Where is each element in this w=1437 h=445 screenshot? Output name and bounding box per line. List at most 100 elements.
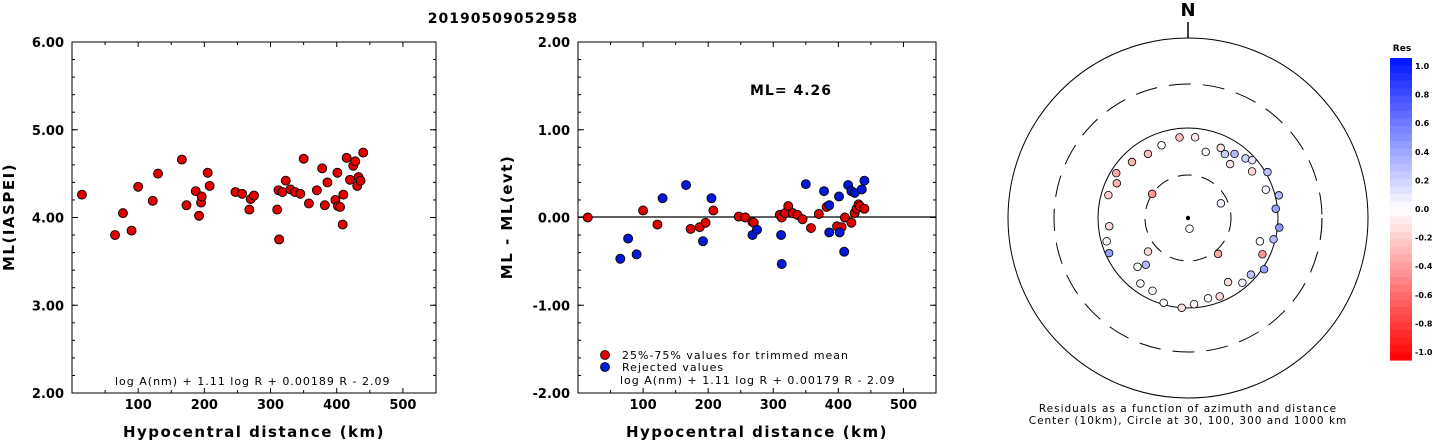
station-residual-marker [1269, 235, 1278, 244]
colorbar-segment [1390, 216, 1412, 225]
colorbar-tick-label: -0.8 [1415, 319, 1433, 328]
colorbar-segment [1390, 239, 1412, 248]
station-residual-marker [1225, 159, 1235, 169]
x-axis-label: Hypocentral distance (km) [123, 423, 385, 441]
station-residual-marker [1216, 143, 1225, 153]
colorbar-segment [1390, 254, 1412, 263]
colorbar-segment [1390, 65, 1412, 74]
y-axis-label: ML - ML(evt) [498, 155, 516, 279]
rejected-point [834, 191, 844, 202]
data-point [249, 190, 259, 201]
trimmed-point [806, 223, 816, 233]
colorbar-tick-label: 0.2 [1415, 176, 1429, 185]
trimmed-point [813, 209, 824, 219]
y-tick-label: -1.00 [533, 299, 570, 314]
epicenter-marker [1185, 215, 1191, 221]
data-point [133, 181, 144, 192]
colorbar-tick-label: 0.4 [1415, 148, 1430, 157]
trimmed-point [783, 201, 794, 212]
y-tick-label: 1.00 [538, 124, 570, 139]
station-residual-marker [1263, 167, 1272, 177]
x-tick-label: 400 [323, 398, 350, 413]
station-residual-marker [1189, 299, 1199, 309]
x-tick-label: 300 [760, 398, 787, 413]
colorbar-segment [1390, 193, 1412, 203]
x-tick-label: 400 [825, 398, 852, 413]
trimmed-point [859, 203, 870, 214]
colorbar-segment [1390, 141, 1412, 150]
colorbar-tick-label: 0.0 [1415, 205, 1430, 214]
rejected-point [856, 184, 867, 195]
rejected-point [776, 259, 787, 269]
residual-colorbar: 1.0 0.8 0.6 0.4 0.2 0.0 -0.2 -0.4 -0.6 -0.8 -1.0 [1390, 58, 1433, 361]
colorbar-segment [1390, 344, 1412, 354]
station-residual-marker [1143, 247, 1153, 256]
colorbar-segment [1390, 186, 1412, 195]
data-point [350, 156, 361, 167]
station-residual-marker [1112, 179, 1122, 188]
trimmed-point [846, 217, 857, 228]
station-residual-marker [1248, 155, 1257, 165]
legend-marker-rejected [600, 362, 610, 372]
colorbar-segment [1390, 276, 1412, 286]
data-point [319, 200, 330, 211]
colorbar-tick-label: -0.6 [1415, 291, 1433, 300]
station-residual-marker [1190, 133, 1200, 142]
circle-300km [1053, 83, 1323, 353]
rejected-point [615, 253, 626, 264]
x-axis-label: Hypocentral distance (km) [626, 423, 888, 441]
formula-text: log A(nm) + 1.11 log R + 0.00189 R - 2.0… [115, 375, 390, 388]
data-point [204, 180, 215, 191]
data-point [295, 188, 306, 199]
circle-1000km [1007, 37, 1369, 399]
legend-label-trimmed: 25%-75% values for trimmed mean [622, 349, 849, 362]
station-residual-marker [1148, 286, 1157, 296]
station-residual-marker [1136, 279, 1145, 288]
station-residual-marker [1105, 222, 1114, 231]
data-point [272, 204, 283, 215]
colorbar-segment [1390, 58, 1412, 67]
station-residual-marker [1201, 147, 1210, 157]
trimmed-point [740, 212, 751, 223]
trimmed-point [708, 205, 719, 216]
colorbar-segment [1390, 103, 1412, 112]
azimuth-distance-polar-plot: N Residuals as a function of azimuth and… [1007, 0, 1433, 427]
rejected-point [859, 175, 870, 186]
colorbar-segment [1390, 352, 1412, 361]
colorbar-segment [1390, 163, 1412, 172]
ml-annotation: ML= 4.26 [750, 83, 832, 99]
station-residual-marker [1175, 133, 1184, 142]
colorbar-segment [1390, 110, 1412, 119]
formula-text: log A(nm) + 1.11 log R + 0.00179 R - 2.0… [620, 374, 895, 387]
data-point [153, 168, 163, 179]
colorbar-segment [1390, 171, 1412, 180]
data-point [355, 175, 366, 186]
y-tick-label: 3.00 [32, 299, 64, 314]
x-tick-label: 100 [125, 398, 152, 413]
station-residual-marker [1271, 204, 1280, 213]
colorbar-segment [1390, 133, 1412, 142]
data-point [317, 163, 328, 174]
trimmed-point [652, 219, 663, 230]
data-point [280, 175, 291, 186]
trimmed-point [582, 212, 593, 223]
station-residual-marker [1275, 223, 1284, 232]
colorbar-tick-label: -1.0 [1415, 348, 1433, 357]
data-point [126, 225, 137, 236]
y-tick-label: 2.00 [32, 387, 64, 402]
trimmed-point [700, 217, 711, 228]
station-residual-marker [1247, 167, 1257, 176]
rejected-point [819, 186, 829, 197]
station-residual-marker [1177, 303, 1186, 312]
colorbar-segment [1390, 224, 1412, 233]
colorbar-segment [1390, 246, 1412, 255]
rejected-point [631, 249, 642, 260]
station-residual-marker [1203, 294, 1213, 303]
station-residual-marker [1185, 224, 1194, 233]
data-point [76, 189, 87, 200]
colorbar-segment [1390, 231, 1412, 240]
data-point [337, 219, 348, 230]
colorbar-segment [1390, 118, 1412, 127]
rejected-point [776, 230, 787, 241]
y-tick-label: 0.00 [538, 212, 570, 227]
